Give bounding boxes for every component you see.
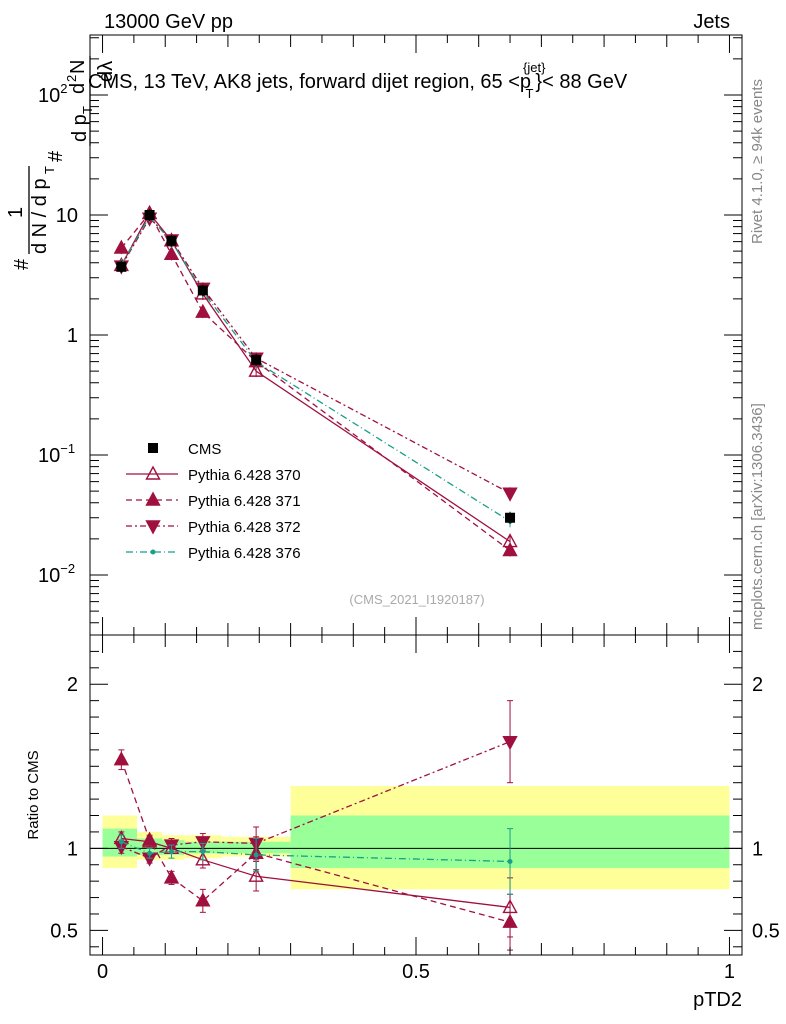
main-point-cms bbox=[166, 235, 177, 246]
legend-marker-p376 bbox=[150, 549, 156, 555]
main-line-p371 bbox=[120, 212, 511, 552]
ratio-marks bbox=[113, 700, 518, 951]
ratio-ytick-label-right: 1 bbox=[752, 838, 763, 860]
main-point-p371 bbox=[163, 245, 180, 261]
ratio-line-p372 bbox=[121, 741, 511, 859]
main-point-cms bbox=[505, 512, 516, 523]
ratio-ticks: 0.5 0.5 1 1 2 2 0 0.5 1 bbox=[50, 635, 780, 983]
legend-label: Pythia 6.428 371 bbox=[188, 493, 301, 510]
x-tick-label: 0.5 bbox=[402, 961, 430, 983]
ratio-point-p371 bbox=[113, 751, 130, 766]
header-left: 13000 GeV pp bbox=[104, 11, 233, 33]
ratio-ytick-label: 1 bbox=[67, 838, 78, 860]
main-point-cms bbox=[116, 261, 127, 272]
main-ytick-label: 1 bbox=[67, 325, 78, 347]
main-point-p371 bbox=[502, 542, 518, 557]
ratio-point-p376 bbox=[507, 858, 513, 864]
ratio-point-p376 bbox=[200, 849, 206, 855]
ratio-point-p371 bbox=[195, 892, 211, 907]
legend-marker-p371 bbox=[145, 491, 161, 506]
main-point-cms bbox=[144, 210, 155, 220]
ratio-line-p371 bbox=[120, 759, 511, 923]
ratio-point-p372 bbox=[195, 836, 211, 851]
main-line-p376 bbox=[120, 215, 511, 522]
watermark: (CMS_2021_I1920187) bbox=[349, 592, 484, 607]
ratio-ytick-label: 2 bbox=[67, 674, 78, 696]
ylabel-sub-t: T bbox=[42, 166, 57, 174]
ratio-point-p370 bbox=[248, 867, 264, 882]
legend-label: Pythia 6.428 372 bbox=[188, 519, 301, 536]
main-marks bbox=[113, 204, 518, 557]
ratio-point-p376 bbox=[253, 852, 259, 858]
main-point-p371 bbox=[113, 239, 130, 254]
main-title: CMS, 13 TeV, AK8 jets, forward dijet reg… bbox=[88, 60, 628, 101]
main-line-p372 bbox=[120, 217, 511, 494]
legend-marker-p370 bbox=[145, 465, 161, 480]
legend-marker-cms bbox=[148, 443, 158, 453]
ratio-ylabel: Ratio to CMS bbox=[25, 750, 42, 839]
ratio-ytick-label: 0.5 bbox=[50, 920, 78, 942]
ylabel-one: 1 bbox=[5, 207, 27, 218]
ratio-point-p371 bbox=[502, 913, 518, 928]
main-ticks: 10−2 10−1 1 10 102 bbox=[38, 35, 742, 635]
main-title-part: }< 88 GeV bbox=[535, 71, 627, 93]
ylabel-hash: # bbox=[11, 258, 33, 270]
ylabel-dpt: d p bbox=[69, 114, 91, 142]
main-point-p371 bbox=[195, 303, 211, 318]
ratio-bands bbox=[90, 785, 742, 890]
main-point-cms bbox=[197, 285, 208, 296]
main-point-cms bbox=[251, 354, 262, 365]
ratio-point-p376 bbox=[118, 839, 124, 845]
mcplots-label: mcplots.cern.ch [arXiv:1306.3436] bbox=[749, 403, 766, 630]
main-title-sub: T bbox=[525, 86, 533, 101]
ylabel-sub-t2: T bbox=[80, 106, 95, 114]
ratio-point-p372 bbox=[502, 735, 518, 751]
main-ytick-label: 102 bbox=[38, 81, 67, 107]
main-ytick-label: 10 bbox=[56, 205, 78, 227]
ylabel-dndpt: d N / d p bbox=[29, 178, 51, 254]
ratio-point-p376 bbox=[169, 849, 174, 855]
rivet-label: Rivet 4.1.0, ≥ 94k events bbox=[749, 79, 766, 244]
legend: CMS Pythia 6.428 370 Pythia 6.428 371 Pythi… bbox=[126, 441, 301, 562]
header-right: Jets bbox=[693, 11, 730, 33]
x-tick-label: 0 bbox=[97, 961, 108, 983]
legend-label: Pythia 6.428 376 bbox=[188, 545, 301, 562]
main-point-p370 bbox=[248, 362, 264, 377]
main-panel: 10−2 10−1 1 10 102 (CMS_2021_I1920187) bbox=[38, 34, 743, 636]
ratio-panel: 0.5 0.5 1 1 2 2 0 0.5 1 Ratio to CMS pTD2 bbox=[25, 634, 780, 1011]
x-tick-label: 1 bbox=[724, 961, 735, 983]
ylabel-dlambda: dλ bbox=[95, 61, 117, 82]
main-line-p370 bbox=[120, 212, 511, 543]
main-point-p372 bbox=[502, 487, 518, 502]
ylabel-n: N bbox=[67, 60, 89, 74]
ylabel-sup-2: 2 bbox=[64, 75, 79, 82]
ylabel-hash2: # bbox=[45, 150, 67, 162]
ylabel-d: d bbox=[67, 83, 89, 94]
main-title-part: CMS, 13 TeV, AK8 jets, forward dijet reg… bbox=[88, 71, 531, 93]
ratio-point-p371 bbox=[141, 831, 158, 846]
legend-marker-p372 bbox=[145, 520, 161, 535]
legend-label: Pythia 6.428 370 bbox=[188, 467, 301, 484]
x-axis-label: pTD2 bbox=[693, 989, 742, 1011]
main-ytick-label: 10−1 bbox=[38, 441, 75, 467]
legend-label: CMS bbox=[188, 441, 221, 458]
ratio-point-p371 bbox=[163, 869, 180, 884]
ratio-ytick-label-right: 0.5 bbox=[752, 920, 780, 942]
ratio-point-p370 bbox=[195, 851, 211, 866]
main-ytick-label: 10−2 bbox=[38, 561, 75, 587]
main-title-sup: {jet} bbox=[523, 60, 546, 75]
ratio-point-p376 bbox=[147, 850, 153, 856]
ratio-ytick-label-right: 2 bbox=[752, 674, 763, 696]
